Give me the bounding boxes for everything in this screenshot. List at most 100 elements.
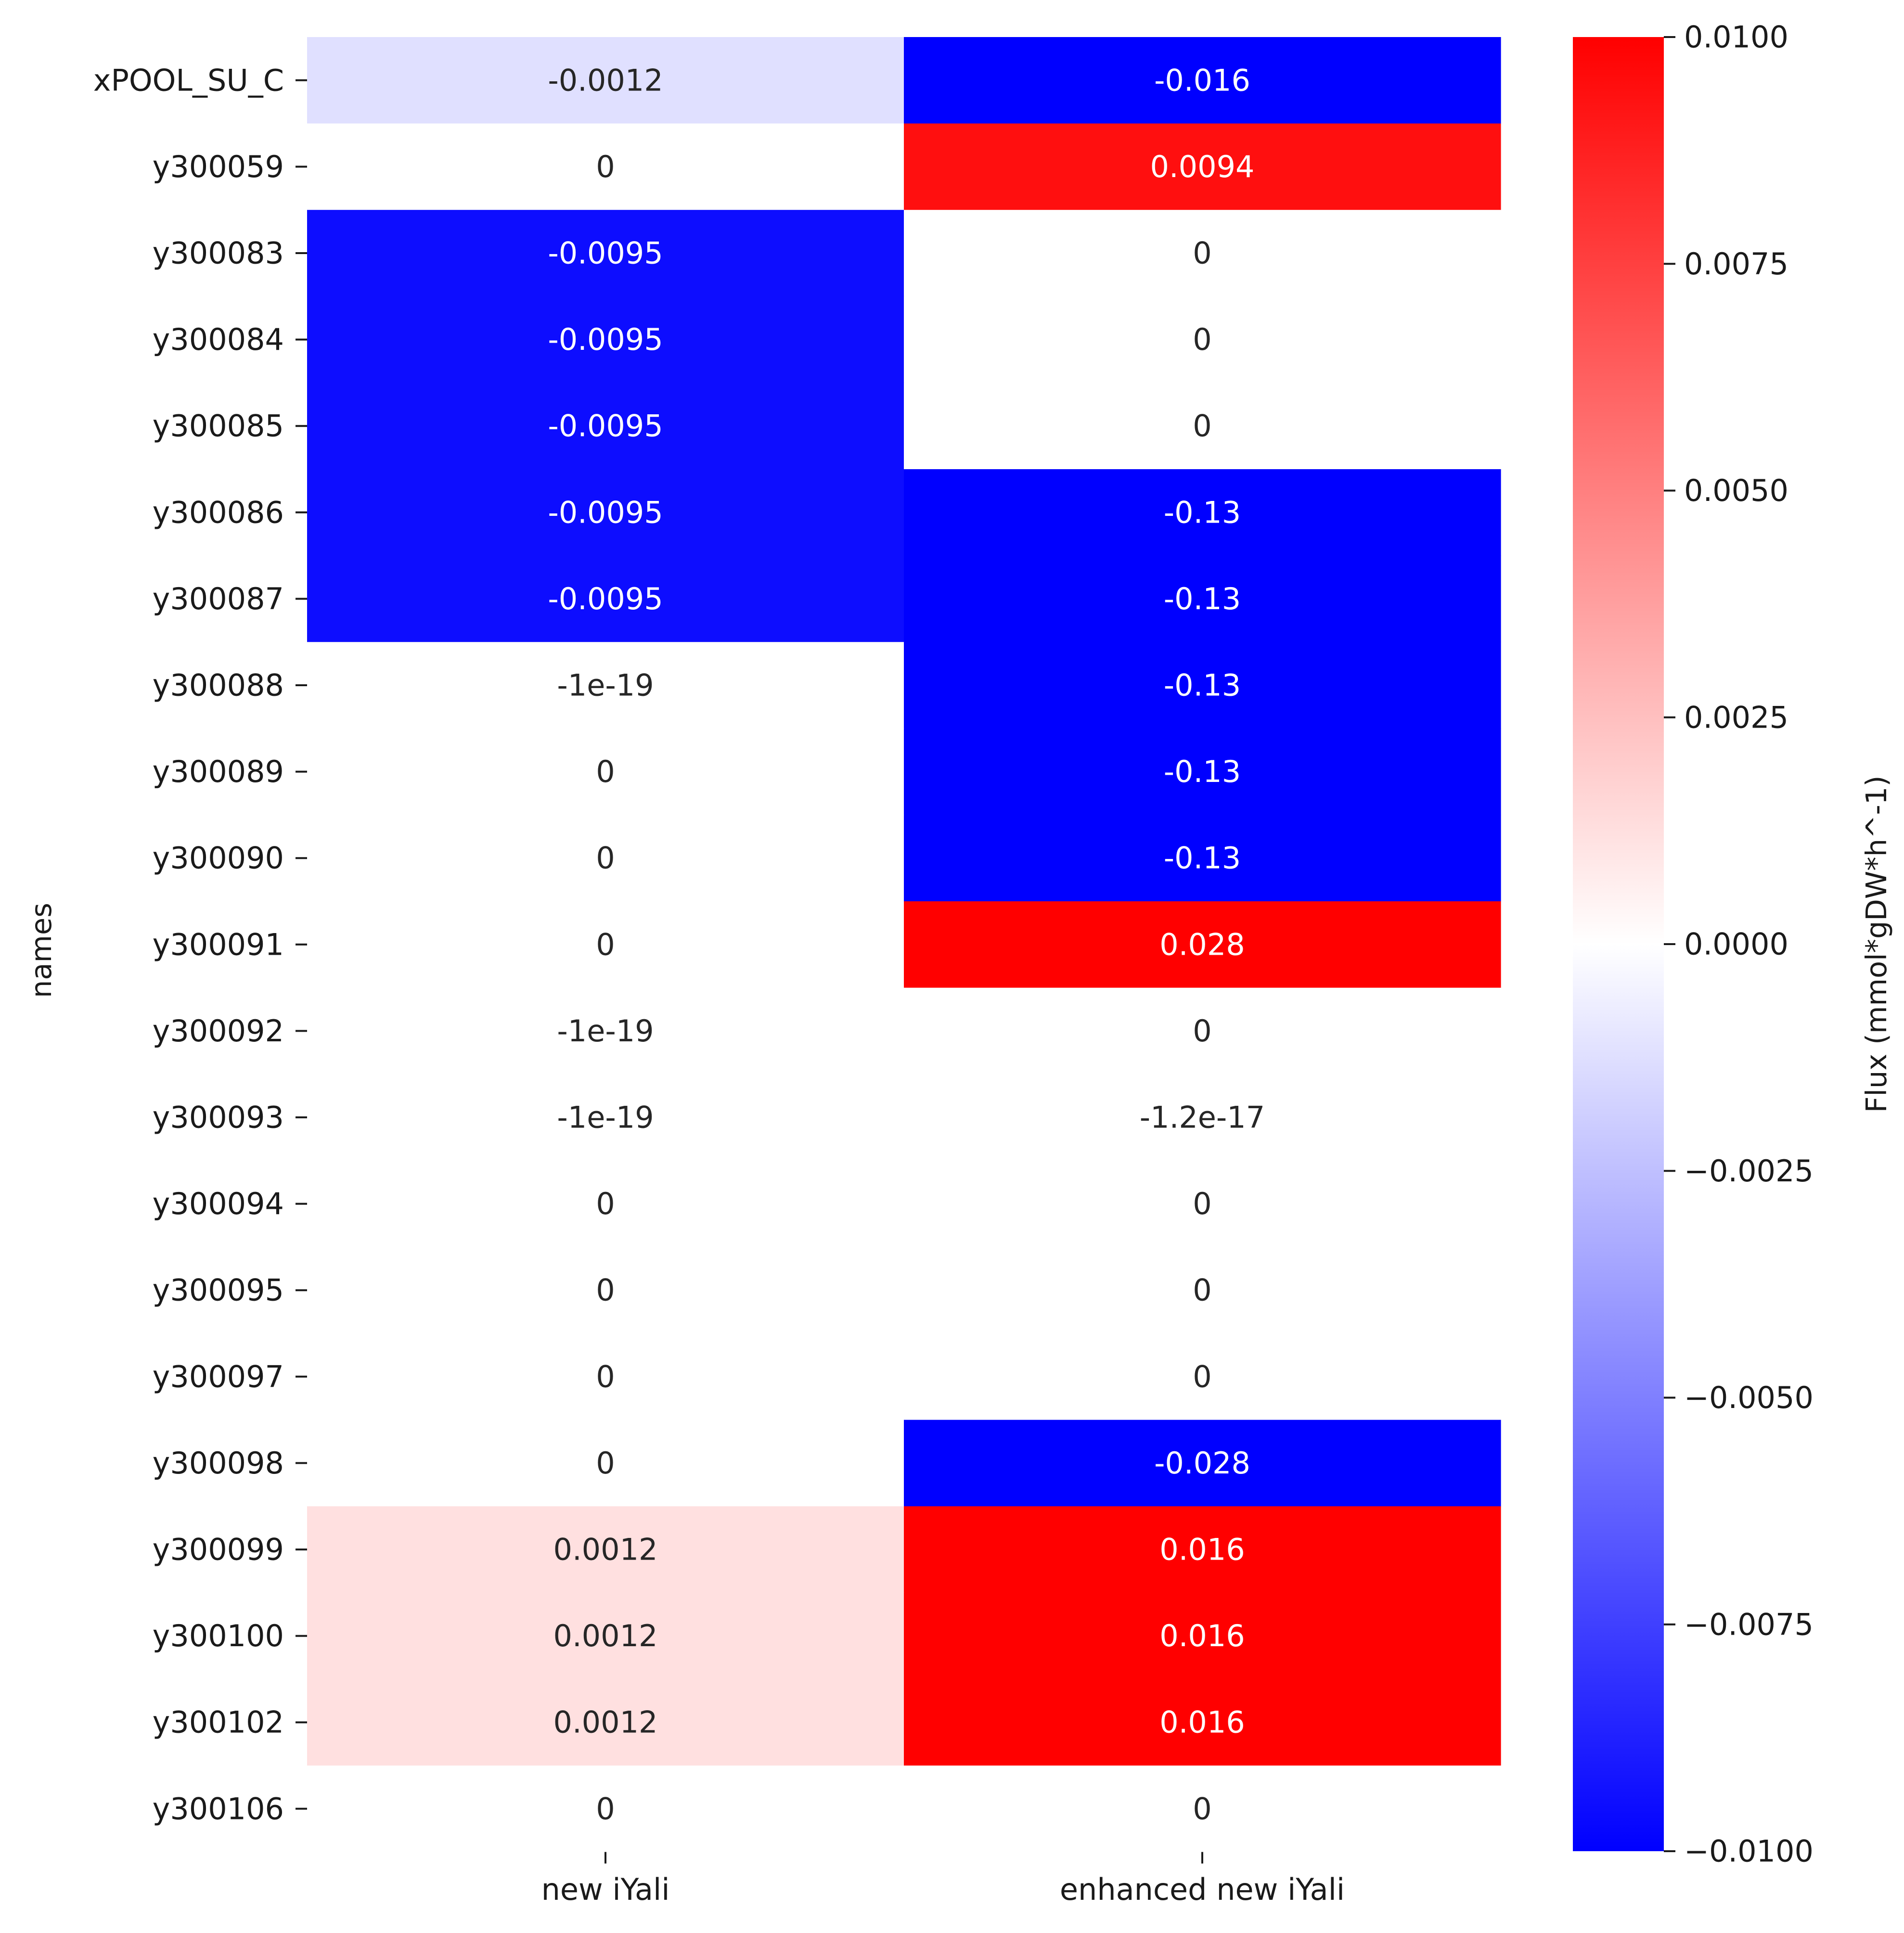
y-tick-label: y300098: [153, 1446, 284, 1481]
cell-annotation: -0.13: [1164, 581, 1241, 616]
y-tick-label: y300083: [153, 236, 284, 271]
y-tick-label: y300095: [153, 1273, 284, 1308]
cell-annotation: 0: [1193, 409, 1211, 444]
heatmap-cell: [307, 123, 904, 210]
heatmap-cell: [904, 1420, 1501, 1507]
cell-annotation: 0: [596, 1446, 615, 1481]
colorbar: [1573, 37, 1664, 1851]
heatmap-cell: [904, 555, 1501, 642]
cell-annotation: 0.0012: [553, 1532, 658, 1567]
cell-annotation: -0.0095: [548, 409, 663, 444]
heatmap-cell: [307, 1160, 904, 1247]
heatmap-cell: [307, 1333, 904, 1421]
colorbar-label: Flux (mmol*gDW*h^-1): [1860, 776, 1893, 1113]
y-tick-label: y300059: [153, 149, 284, 184]
heatmap-cell: [307, 1679, 904, 1766]
heatmap-cell: [307, 1074, 904, 1161]
cell-annotation: -1e-19: [557, 1013, 654, 1049]
heatmap-cell: [307, 296, 904, 383]
cell-annotation: 0: [1193, 1013, 1211, 1049]
y-axis-label: names: [25, 903, 58, 998]
heatmap-cell: [307, 815, 904, 902]
heatmap-cell: [307, 642, 904, 729]
heatmap-cell: [307, 1420, 904, 1507]
heatmap-cell: [904, 1160, 1501, 1247]
cell-annotation: -0.016: [1154, 63, 1250, 98]
heatmap-cell: [307, 555, 904, 642]
heatmap-cell: [904, 1766, 1501, 1853]
cell-annotation: 0.016: [1159, 1532, 1245, 1567]
cell-annotation: 0: [596, 841, 615, 876]
cell-annotation: -1e-19: [557, 1100, 654, 1135]
cell-annotation: -0.13: [1164, 841, 1241, 876]
heatmap-cell: [904, 296, 1501, 383]
cell-annotation: -0.0095: [548, 581, 663, 616]
colorbar-tick-label: 0.0025: [1684, 700, 1788, 735]
heatmap-cell: [307, 1592, 904, 1679]
cell-annotation: 0: [596, 149, 615, 184]
colorbar-tick-label: −0.0025: [1684, 1153, 1814, 1189]
heatmap-cell: [904, 987, 1501, 1075]
heatmap-cell: [904, 1247, 1501, 1334]
heatmap-cell: [904, 37, 1501, 124]
y-tick-label: y300091: [153, 927, 284, 962]
y-tick-label: y300093: [153, 1100, 284, 1135]
heatmap-cell: [307, 728, 904, 815]
x-tick-label: enhanced new iYali: [1060, 1872, 1345, 1907]
colorbar-tick-label: −0.0050: [1684, 1380, 1814, 1415]
cell-annotation: 0: [596, 1186, 615, 1221]
heatmap-cell: [904, 815, 1501, 902]
heatmap-cell: [307, 1506, 904, 1593]
y-tick-label: y300089: [153, 754, 284, 789]
colorbar-tick-label: 0.0000: [1684, 927, 1788, 962]
y-tick-label: y300099: [153, 1532, 284, 1567]
cell-annotation: 0: [1193, 322, 1211, 357]
y-tick-label: y300090: [153, 841, 284, 876]
colorbar-ticks: 0.0100 0.0075 0.0050 0.0025 0.0000 −0.0025 −0.…: [1664, 20, 1814, 1869]
cell-annotation: 0: [596, 754, 615, 789]
y-tick-label: y300100: [153, 1618, 284, 1653]
heatmap-cell: [307, 210, 904, 297]
colorbar-gradient: [1573, 37, 1664, 1851]
colorbar-tick-label: −0.0075: [1684, 1607, 1814, 1642]
cell-annotation: -0.0095: [548, 495, 663, 530]
heatmap-cell: [307, 383, 904, 470]
heatmap-cell: [307, 1247, 904, 1334]
y-tick-label: y300092: [153, 1013, 284, 1049]
y-tick-label: xPOOL_SU_C: [93, 63, 284, 98]
cell-annotation: -0.13: [1164, 754, 1241, 789]
heatmap-cell: [904, 469, 1501, 556]
y-tick-labels: xPOOL_SU_C y300059 y300083 y300084 y300085 y3…: [93, 63, 307, 1826]
y-tick-label: y300086: [153, 495, 284, 530]
y-tick-label: y300094: [153, 1186, 284, 1221]
heatmap-cell: [307, 901, 904, 988]
cell-annotation: -1.2e-17: [1140, 1100, 1265, 1135]
heatmap-cell: [904, 1333, 1501, 1421]
cell-annotation: -0.028: [1154, 1446, 1250, 1481]
y-tick-label: y300097: [153, 1359, 284, 1394]
colorbar-tick-label: 0.0100: [1684, 20, 1788, 55]
heatmap-cell: [904, 1679, 1501, 1766]
heatmap-cell: [904, 210, 1501, 297]
cell-annotation: 0: [596, 1791, 615, 1826]
colorbar-tick-label: −0.0100: [1684, 1834, 1814, 1869]
cell-annotation: -0.0095: [548, 236, 663, 271]
colorbar-tick-label: 0.0075: [1684, 246, 1788, 282]
y-tick-label: y300087: [153, 581, 284, 616]
cell-annotation: 0: [596, 1359, 615, 1394]
cell-annotation: 0.016: [1159, 1618, 1245, 1653]
cell-annotation: -0.13: [1164, 668, 1241, 703]
heatmap-cell: [904, 1074, 1501, 1161]
cell-annotation: -0.13: [1164, 495, 1241, 530]
heatmap-cell: [307, 37, 904, 124]
heatmap-cell: [904, 642, 1501, 729]
cell-annotation: 0: [1193, 1791, 1211, 1826]
cell-annotation: 0.016: [1159, 1705, 1245, 1740]
y-tick-label: y300085: [153, 409, 284, 444]
y-tick-label: y300084: [153, 322, 284, 357]
cell-annotation: 0: [1193, 236, 1211, 271]
heatmap-cell: [904, 1592, 1501, 1679]
heatmap-cell: [904, 123, 1501, 210]
y-tick-label: y300088: [153, 668, 284, 703]
heatmap-cell: [904, 728, 1501, 815]
